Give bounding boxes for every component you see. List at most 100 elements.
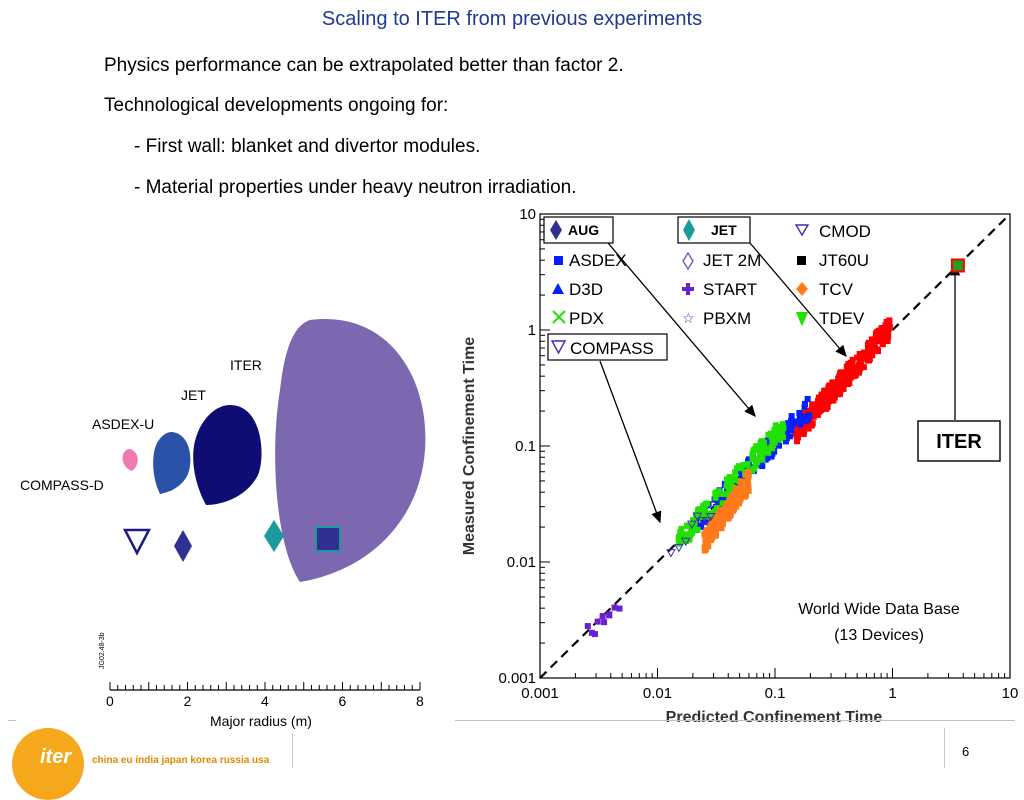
scatter-point bbox=[683, 537, 690, 544]
scatter-point bbox=[759, 441, 766, 448]
scatter-point bbox=[815, 394, 822, 401]
iter-cross-section bbox=[275, 319, 426, 582]
scatter-point bbox=[745, 488, 752, 495]
radius-tick-8: 8 bbox=[416, 693, 424, 709]
legend-d3d: D3D bbox=[569, 280, 603, 299]
scatter-point bbox=[774, 424, 781, 431]
x-tick-1: 1 bbox=[888, 685, 896, 702]
scatter-point bbox=[728, 492, 735, 499]
scatter-point bbox=[713, 504, 720, 511]
scatter-point bbox=[878, 325, 885, 332]
scatter-point bbox=[749, 456, 756, 463]
scatter-point bbox=[704, 519, 711, 526]
compass-point bbox=[680, 537, 691, 547]
scatter-point bbox=[704, 543, 711, 550]
compass-point bbox=[674, 543, 684, 553]
x-axis-label: Predicted Confinement Time bbox=[666, 709, 883, 726]
scatter-point bbox=[809, 401, 816, 408]
legend-start: START bbox=[703, 280, 757, 299]
scatter-point bbox=[856, 369, 863, 376]
scatter-point bbox=[800, 428, 807, 435]
figure-code: JG02.48-3b bbox=[99, 632, 106, 669]
scatter-point bbox=[738, 472, 745, 479]
bullet-tech: Technological developments ongoing for: bbox=[104, 95, 449, 116]
iter-label-box bbox=[917, 420, 1001, 462]
scatter-point bbox=[808, 422, 815, 429]
scatter-point bbox=[744, 461, 751, 468]
scatter-point bbox=[687, 529, 694, 536]
footer-rule-left bbox=[8, 720, 16, 721]
scatter-point bbox=[787, 421, 794, 428]
scatter-point bbox=[790, 420, 797, 427]
cmod-legend-marker bbox=[794, 224, 810, 237]
scatter-point bbox=[726, 474, 733, 481]
scatter-point bbox=[815, 399, 822, 406]
scatter-point bbox=[606, 612, 613, 619]
major-radius-axis bbox=[109, 682, 421, 691]
scatter-point bbox=[846, 363, 853, 370]
iter-data-point bbox=[950, 258, 965, 273]
scatter-point bbox=[804, 413, 811, 420]
legend-aug: AUG bbox=[568, 222, 599, 238]
scatter-point bbox=[797, 416, 804, 423]
y-tick-0.001: 0.001 bbox=[498, 670, 536, 687]
aug-arrow bbox=[607, 242, 756, 417]
scatter-point bbox=[829, 397, 836, 404]
scatter-point bbox=[837, 372, 844, 379]
scatter-point bbox=[837, 369, 844, 376]
page-number: 6 bbox=[962, 744, 970, 759]
scatter-point bbox=[809, 405, 816, 412]
scatter-point bbox=[786, 426, 793, 433]
iter-logo: iter bbox=[40, 746, 72, 768]
y-tick-0.01: 0.01 bbox=[507, 554, 536, 571]
y-tick-10: 10 bbox=[519, 206, 536, 223]
label-compass: COMPASS-D bbox=[20, 477, 104, 493]
scatter-point bbox=[729, 507, 736, 514]
scatter-point bbox=[840, 375, 847, 382]
scatter-point bbox=[782, 438, 789, 445]
scatter-point bbox=[696, 506, 703, 513]
compass-legend-box bbox=[547, 333, 668, 361]
scatter-point bbox=[771, 448, 778, 455]
radius-axis-label: Major radius (m) bbox=[210, 713, 312, 729]
scatter-point bbox=[718, 494, 725, 501]
scatter-point bbox=[775, 442, 782, 449]
scatter-point bbox=[712, 508, 719, 515]
scatter-point bbox=[861, 349, 868, 356]
x-tick-0.001: 0.001 bbox=[521, 685, 559, 702]
scatter-point bbox=[732, 490, 739, 497]
label-jet: JET bbox=[181, 387, 206, 403]
footer-divider bbox=[292, 733, 293, 768]
scatter-point bbox=[826, 382, 833, 389]
scatter-point bbox=[584, 623, 591, 630]
scatter-point bbox=[768, 432, 775, 439]
jt60u-legend-marker bbox=[797, 256, 806, 265]
scatter-point bbox=[864, 341, 871, 348]
scatter-point bbox=[737, 478, 744, 485]
scatter-point bbox=[769, 440, 776, 447]
scatter-point bbox=[842, 379, 849, 386]
scatter-point bbox=[854, 354, 861, 361]
scatter-point bbox=[792, 430, 799, 437]
scatter-point bbox=[857, 361, 864, 368]
legend-jet: JET bbox=[711, 222, 737, 238]
scatter-point bbox=[826, 388, 833, 395]
scatter-point bbox=[834, 379, 841, 386]
scatter-point bbox=[768, 453, 775, 460]
scatter-point bbox=[727, 512, 734, 519]
scatter-point bbox=[720, 514, 727, 521]
scatter-point bbox=[682, 531, 689, 538]
iter-label: ITER bbox=[936, 431, 982, 453]
compass-point bbox=[705, 512, 716, 522]
scatter-point bbox=[830, 393, 837, 400]
scatter-point bbox=[879, 341, 886, 348]
compass-point bbox=[701, 517, 712, 526]
scatter-point bbox=[816, 408, 823, 415]
jet-legend-marker bbox=[683, 219, 695, 241]
scatter-point bbox=[803, 417, 810, 424]
legend-pdx: PDX bbox=[569, 309, 604, 328]
pbxm-legend-marker: ☆ bbox=[682, 311, 695, 327]
jet2m-legend-marker bbox=[682, 251, 694, 271]
jet-arrow bbox=[749, 242, 847, 357]
scatter-point bbox=[708, 511, 715, 518]
